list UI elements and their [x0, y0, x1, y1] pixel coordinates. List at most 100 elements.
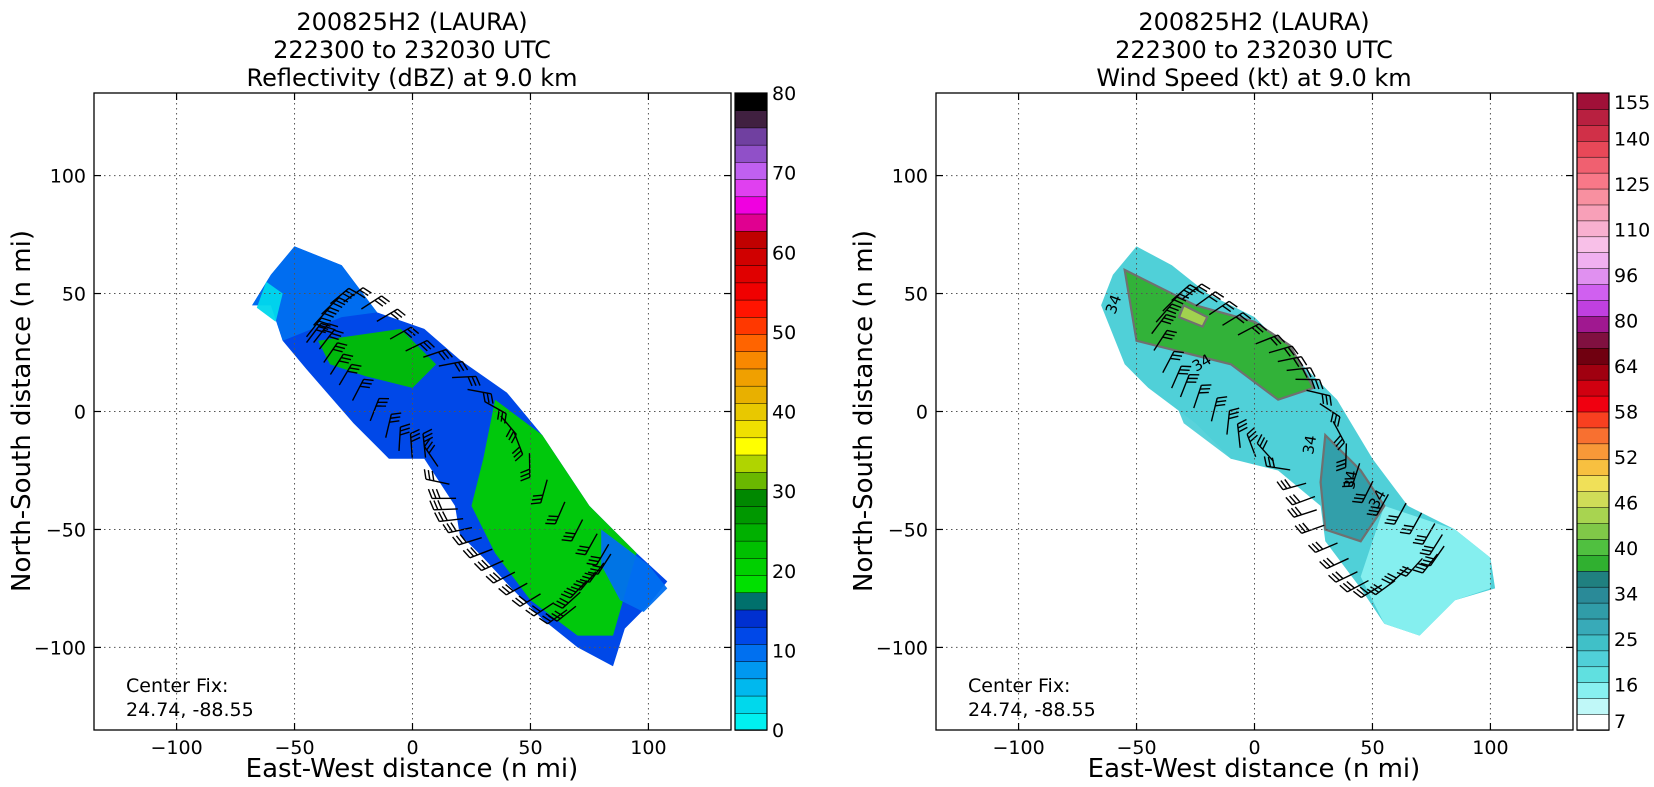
colorbar-segment	[1576, 681, 1610, 699]
colorbar-segment	[734, 196, 768, 215]
colorbar-tick: 96	[1614, 265, 1638, 287]
wind-barb	[1294, 522, 1325, 534]
center-fix-label: Center Fix:	[126, 675, 228, 697]
x-tick-label: −50	[1116, 737, 1156, 759]
colorbar-segment	[1576, 474, 1610, 492]
x-tick-label: 50	[1360, 737, 1384, 759]
center-fix-label: Center Fix:	[968, 675, 1070, 697]
wind-barb	[1226, 407, 1240, 435]
gridlines	[94, 93, 731, 730]
x-tick-label: −50	[274, 737, 314, 759]
colorbar-tick: 80	[1614, 311, 1638, 333]
colorbar-tick-labels: 7 16 25 34 40 46 52 58 64 80 96 110 125 …	[1614, 92, 1650, 733]
colorbar-tick: 7	[1614, 711, 1626, 733]
wind-barb	[1319, 557, 1349, 570]
wind-barb	[462, 547, 493, 559]
field-region	[471, 399, 637, 636]
wind-barb	[1255, 334, 1286, 346]
wind-barb	[1193, 384, 1212, 409]
wind-barb	[520, 453, 531, 482]
colorbar-tick: 52	[1614, 447, 1638, 469]
wind-barb	[1277, 355, 1308, 368]
colorbar-segment	[1576, 267, 1610, 285]
wind-barb-layer	[1151, 283, 1445, 599]
colorbar-segment	[1576, 347, 1610, 365]
y-tick-label: −100	[34, 637, 86, 659]
colorbar-segment	[734, 437, 768, 456]
field-region	[1320, 435, 1385, 542]
x-tick-label: 50	[518, 737, 542, 759]
colorbar-frame	[734, 92, 768, 731]
x-axis-label: East-West distance (n mi)	[1088, 754, 1421, 784]
colorbar-segment	[734, 230, 768, 249]
colorbar-segment	[1576, 92, 1610, 110]
colorbar-segment	[734, 695, 768, 714]
x-tick-label: 100	[1472, 737, 1508, 759]
colorbar-segment	[734, 574, 768, 594]
wind-speed-field-layer	[1101, 246, 1496, 636]
gridlines	[936, 93, 1573, 730]
wind-barb	[553, 591, 581, 609]
contour-label: 34	[1340, 469, 1361, 491]
colorbar-tick: 20	[772, 561, 796, 583]
wind-barb	[385, 412, 402, 438]
wind-barb	[545, 501, 566, 525]
panel-title-line-2: 222300 to 232030 UTC	[273, 36, 551, 64]
wind-barb	[429, 500, 458, 511]
center-fix-value: 24.74, -88.55	[968, 699, 1096, 721]
colorbar-tick: 140	[1614, 129, 1650, 151]
wind-barb	[538, 609, 568, 625]
colorbar-tick: 155	[1614, 92, 1650, 114]
wind-barb	[511, 431, 524, 462]
colorbar-segment	[1576, 697, 1610, 715]
wind-barb	[1339, 579, 1369, 593]
wind-barb	[1287, 506, 1317, 518]
colorbar-segment	[1576, 570, 1610, 588]
colorbar-segment	[1576, 443, 1610, 461]
colorbar-segment	[734, 264, 768, 284]
wind-barb	[1171, 284, 1199, 302]
colorbar-segment	[734, 592, 768, 611]
wind-barb	[1381, 566, 1409, 585]
wind-barb	[498, 582, 528, 596]
wind-barb	[1246, 427, 1258, 457]
wind-barb	[1366, 493, 1389, 516]
wind-speed-colorbar	[1576, 92, 1610, 731]
colorbar-segment	[734, 523, 768, 542]
contour-34kt-line	[1319, 432, 1386, 543]
colorbar-segment	[734, 144, 768, 163]
colorbar-segment	[734, 368, 768, 387]
colorbar-segment	[1576, 634, 1610, 652]
wind-barb	[369, 397, 389, 422]
field-region	[318, 328, 437, 388]
colorbar-segment	[1576, 554, 1610, 572]
wind-barb	[1412, 553, 1439, 574]
colorbar-segment	[734, 712, 768, 731]
wind-barb	[1295, 378, 1324, 390]
x-tick-label: 100	[630, 737, 666, 759]
y-tick-label: 0	[74, 402, 86, 424]
wind-barb	[1332, 420, 1346, 451]
y-tick-label: 100	[50, 166, 86, 188]
colorbar-segment	[1576, 124, 1610, 142]
wind-barb	[1195, 291, 1225, 307]
x-tick-label: −100	[150, 737, 202, 759]
wind-barb	[305, 317, 332, 338]
colorbar-tick: 0	[772, 720, 784, 742]
colorbar-segment	[734, 127, 768, 146]
wind-barb	[1153, 329, 1177, 351]
contour-34kt-line	[1177, 303, 1209, 329]
wind-barb	[1335, 443, 1348, 472]
colorbar-segment	[1576, 459, 1610, 476]
contour-34kt-line	[1123, 267, 1316, 401]
colorbar-segment	[734, 109, 768, 129]
colorbar-segment	[1576, 395, 1610, 413]
colorbar-segment	[734, 178, 768, 198]
wind-barb	[530, 479, 548, 505]
panel-title-line-2: 222300 to 232030 UTC	[1115, 36, 1393, 64]
colorbar-segment	[1576, 666, 1610, 683]
wind-barb	[1412, 523, 1436, 545]
y-tick-label: −50	[46, 519, 86, 541]
wind-barb	[485, 571, 516, 584]
